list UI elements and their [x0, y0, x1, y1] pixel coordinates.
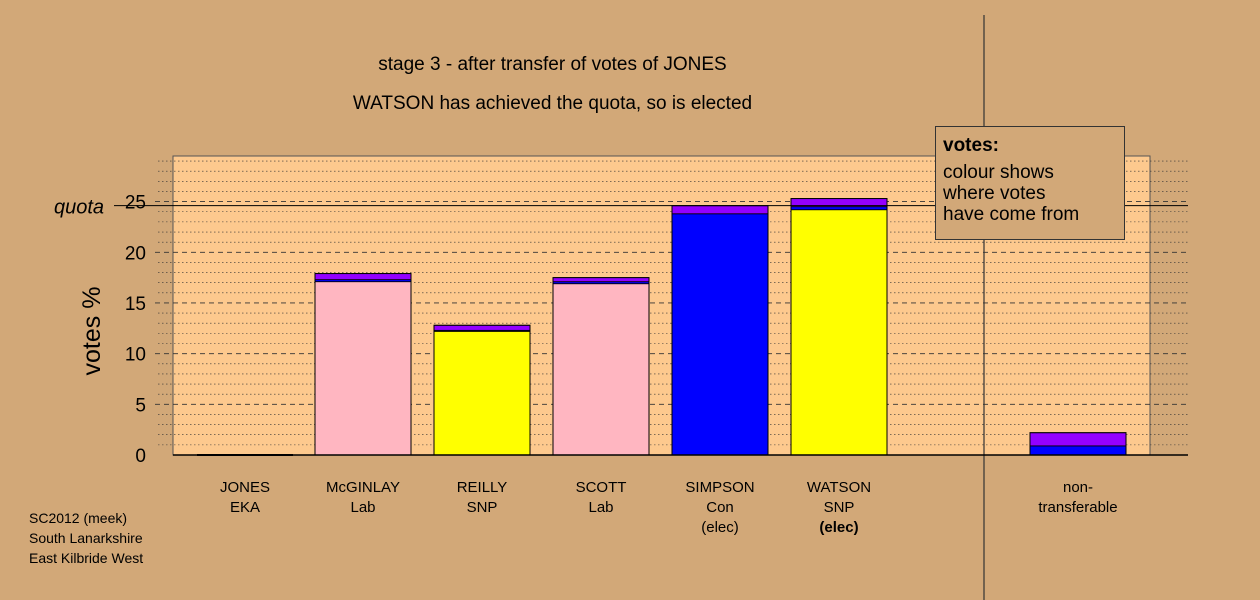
y-tick-label: 20	[125, 243, 146, 264]
x-tick-label: Con	[706, 499, 734, 516]
bars	[197, 198, 1127, 456]
bar-segment-scott-eka	[552, 277, 650, 283]
footer-line: SC2012 (meek)	[29, 510, 128, 526]
chart-subtitle: WATSON has achieved the quota, so is ele…	[352, 93, 753, 114]
y-tick-label: 5	[135, 395, 146, 416]
x-tick-label: REILLY	[457, 479, 508, 496]
bar-segment-non--con	[1029, 445, 1127, 456]
bar-segment-reilly-eka	[433, 324, 531, 331]
y-tick-label: 15	[125, 294, 146, 315]
legend-line: where votes	[943, 183, 1046, 204]
bar-segment-scott-lab	[552, 283, 650, 456]
footer-line: East Kilbride West	[29, 550, 144, 566]
x-tick-label: SNP	[824, 499, 855, 516]
x-tick-label: SIMPSON	[685, 479, 754, 496]
bar-segment-watson-snp	[790, 209, 888, 456]
x-tick-label: transferable	[1038, 499, 1117, 516]
bar-segment-mcginlay-eka	[314, 273, 412, 281]
x-tick-label: non-	[1063, 479, 1093, 496]
x-tick-label: EKA	[230, 499, 260, 516]
bar-segment-reilly-snp	[433, 330, 531, 456]
footer-info: SC2012 (meek) South Lanarkshire East Kil…	[29, 508, 143, 568]
x-tick-label: McGINLAY	[326, 479, 400, 496]
x-tick-label: Lab	[588, 499, 613, 516]
x-tick-labels: JONES EKA McGINLAY Lab REILLY SNP SCOTT Lab SIMP…	[220, 479, 1118, 536]
legend-title: votes:	[943, 135, 999, 156]
bar-segment-non--eka	[1029, 432, 1127, 447]
x-tick-label: JONES	[220, 479, 270, 496]
y-axis-label: votes %	[78, 287, 106, 376]
y-tick-label: 0	[135, 446, 146, 467]
y-tick-label: 10	[125, 345, 146, 366]
y-tick-labels: 0 5 10 15 20 25	[125, 193, 146, 467]
x-tick-label: WATSON	[807, 479, 871, 496]
bar-segment-watson-con	[790, 206, 888, 211]
y-tick-label: 25	[125, 193, 146, 214]
chart-title: stage 3 - after transfer of votes of JON…	[378, 54, 727, 75]
bar-segment-simpson-eka	[671, 205, 769, 215]
x-tick-label: SCOTT	[576, 479, 627, 496]
legend-line: colour shows	[943, 162, 1054, 183]
legend-box: votes: colour shows where votes have com…	[935, 126, 1125, 240]
x-tick-label: SNP	[467, 499, 498, 516]
x-tick-label: (elec)	[819, 519, 858, 536]
bar-segment-simpson-con	[671, 213, 769, 456]
footer-line: South Lanarkshire	[29, 530, 143, 546]
quota-label: quota	[54, 197, 104, 219]
legend-line: have come from	[943, 204, 1080, 225]
bar-segment-mcginlay-lab	[314, 281, 412, 456]
x-tick-label: Lab	[350, 499, 375, 516]
x-tick-label: (elec)	[701, 519, 739, 536]
